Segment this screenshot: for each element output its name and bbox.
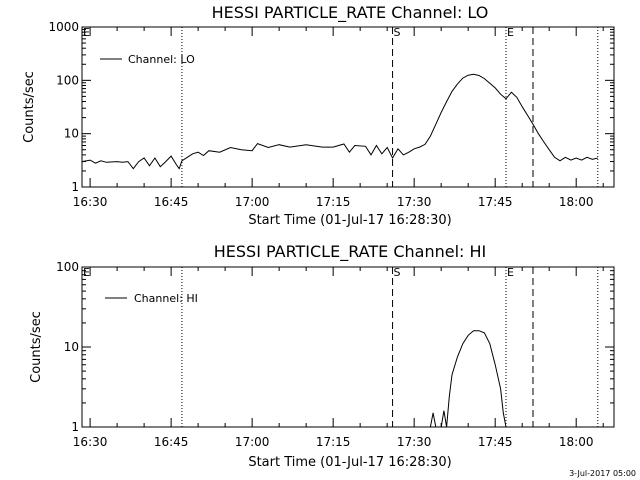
title-hi: HESSI PARTICLE_RATE Channel: HI [214, 242, 487, 262]
marker-label-hi: E [507, 266, 514, 279]
xtick-label-lo: 17:00 [235, 195, 270, 209]
marks-hi: 1 10 100 16:30 16:45 17:00 17:15 17:30 17:45 18:0… [56, 260, 614, 449]
ylabel-hi: Counts/sec [29, 311, 44, 383]
legend-hi: Channel: HI [105, 292, 198, 305]
marker-label-lo: E [507, 26, 514, 39]
xtick-label-hi: 17:15 [316, 435, 351, 449]
legend-label-hi: Channel: HI [134, 292, 198, 305]
ytick-label-hi: 10 [64, 340, 79, 354]
series-line-lo [81, 73, 598, 170]
series-line-hi [429, 330, 507, 428]
xtick-label-hi: 18:00 [559, 435, 594, 449]
marks-lo: 1 10 100 1000 16:30 16:45 17:00 17:15 17:30 17:45… [48, 20, 614, 209]
legend-lo: Channel: LO [100, 53, 195, 66]
footer-date: 3-Jul-2017 05:00 [569, 469, 636, 478]
xtick-label-hi: 17:00 [235, 435, 270, 449]
xtick-label-hi: 16:45 [154, 435, 189, 449]
xtick-label-lo: 17:30 [397, 195, 432, 209]
ytick-label-lo: 1 [71, 180, 79, 194]
marker-label-hi: E [83, 266, 90, 279]
panel-hi: HESSI PARTICLE_RATE Channel: HI Counts/s… [29, 242, 615, 470]
ytick-label-hi: 100 [56, 260, 79, 274]
xlabel-hi: Start Time (01-Jul-17 16:28:30) [248, 455, 451, 470]
xtick-label-lo: 16:45 [154, 195, 189, 209]
legend-label-lo: Channel: LO [128, 53, 195, 66]
title-lo: HESSI PARTICLE_RATE Channel: LO [212, 3, 489, 23]
xtick-label-hi: 17:30 [397, 435, 432, 449]
marker-label-hi: S [394, 266, 401, 279]
xtick-label-hi: 17:45 [478, 435, 513, 449]
ytick-label-lo: 100 [56, 73, 79, 87]
xlabel-lo: Start Time (01-Jul-17 16:28:30) [248, 213, 451, 228]
xtick-label-lo: 17:45 [478, 195, 513, 209]
ytick-label-lo: 10 [64, 127, 79, 141]
marker-label-lo: S [394, 26, 401, 39]
ytick-label-hi: 1 [71, 420, 79, 434]
ytick-label-lo: 1000 [48, 20, 79, 34]
xtick-label-lo: 16:30 [73, 195, 108, 209]
marker-label-lo: E [83, 26, 90, 39]
plot-frame-lo [81, 26, 615, 188]
plot-frame-hi [81, 266, 615, 428]
ylabel-lo: Counts/sec [22, 71, 37, 143]
xtick-label-lo: 18:00 [559, 195, 594, 209]
panel-lo: HESSI PARTICLE_RATE Channel: LO Counts/s… [22, 3, 615, 228]
xtick-label-hi: 16:30 [73, 435, 108, 449]
xtick-label-lo: 17:15 [316, 195, 351, 209]
